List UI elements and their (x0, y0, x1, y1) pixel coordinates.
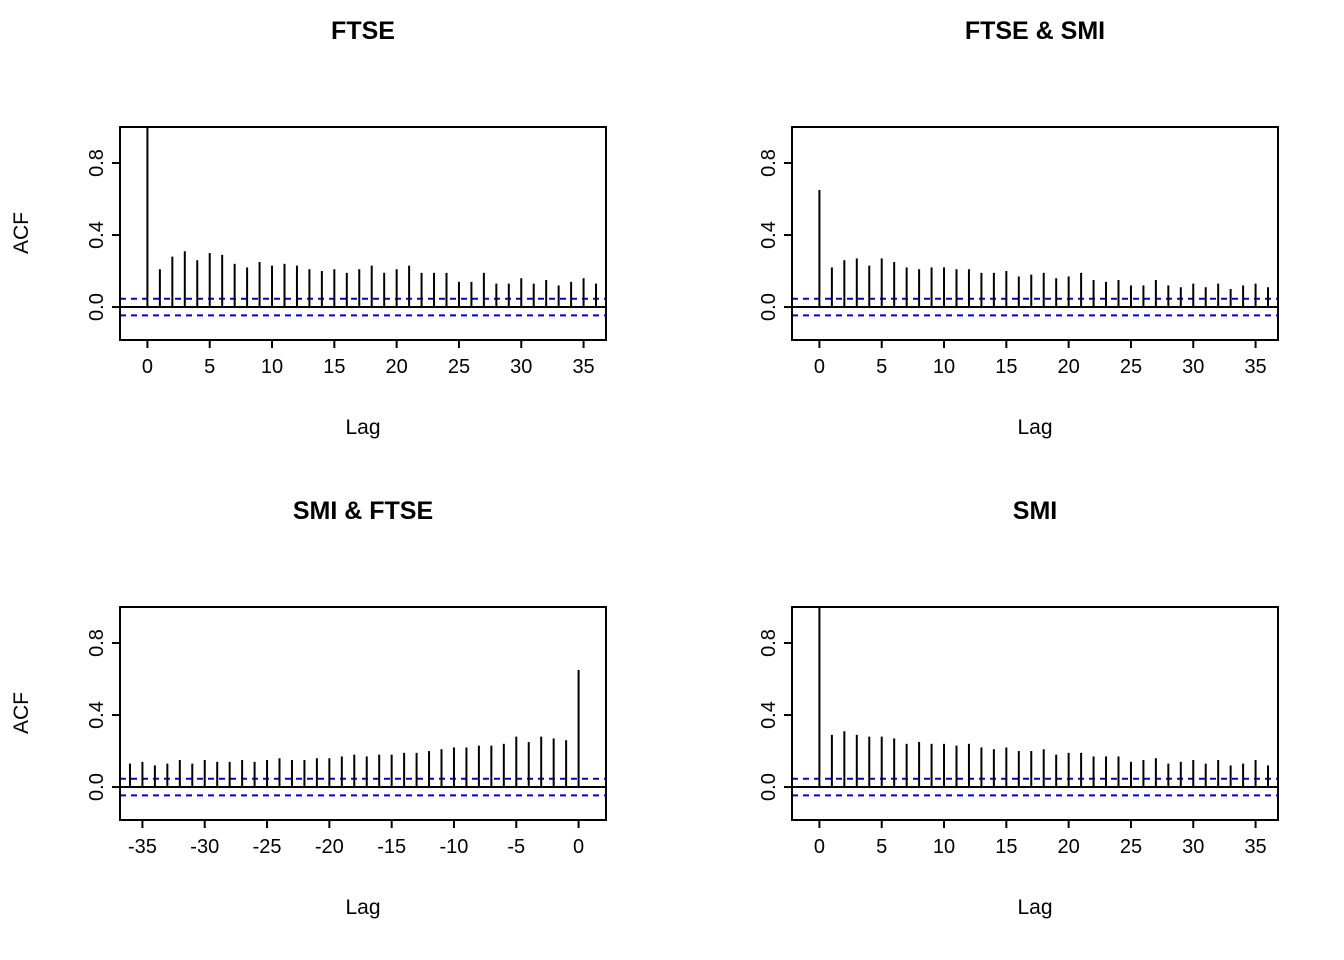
acf-panel-smi: SMI 0 5 10 15 20 25 30 35 0.0 0.4 0.8 Lag (672, 480, 1344, 960)
x-tick-label: 10 (933, 356, 955, 378)
y-axis: 0.0 0.4 0.8 (758, 629, 792, 801)
confidence-bands (120, 777, 606, 797)
x-tick-label: -5 (507, 836, 525, 858)
acf-panel-ftse: FTSE ACF 0 5 10 15 20 25 30 35 0.0 0.4 0.8 Lag (0, 0, 672, 480)
x-tick-label: 10 (933, 836, 955, 858)
x-tick-label: 0 (814, 356, 825, 378)
x-axis: 0 5 10 15 20 25 30 35 (814, 820, 1267, 858)
x-tick-label: -25 (253, 836, 282, 858)
y-tick-label: 0.8 (86, 629, 108, 657)
y-axis: 0.0 0.4 0.8 (758, 149, 792, 321)
x-tick-label: -20 (315, 836, 344, 858)
x-tick-label: 0 (142, 356, 153, 378)
panel-title: SMI & FTSE (292, 497, 434, 525)
y-tick-label: 0.4 (86, 221, 108, 249)
x-tick-label: 5 (876, 836, 887, 858)
confidence-bands (792, 297, 1278, 317)
confidence-bands (120, 297, 606, 317)
x-tick-label: 35 (1244, 836, 1266, 858)
confidence-bands (792, 777, 1278, 797)
x-axis-label: Lag (345, 896, 381, 919)
acf-bars (818, 607, 1270, 788)
x-tick-label: 20 (1058, 356, 1080, 378)
y-tick-label: 0.4 (758, 701, 780, 729)
x-axis-label: Lag (1017, 896, 1053, 919)
x-tick-label: 20 (1058, 836, 1080, 858)
x-tick-label: -35 (128, 836, 157, 858)
x-axis: -35 -30 -25 -20 -15 -10 -5 0 (128, 820, 584, 858)
x-tick-label: 35 (1244, 356, 1266, 378)
acf-plot-smi: 0 5 10 15 20 25 30 35 0.0 0.4 0.8 (758, 606, 1279, 858)
x-tick-label: 0 (814, 836, 825, 858)
y-axis: 0.0 0.4 0.8 (86, 149, 120, 321)
plot-box (119, 126, 607, 341)
y-tick-label: 0.0 (86, 293, 108, 321)
acf-plot-ftse: 0 5 10 15 20 25 30 35 0.0 0.4 0.8 (86, 126, 607, 378)
x-tick-label: 15 (995, 356, 1017, 378)
x-tick-label: 15 (323, 356, 345, 378)
panel-title: SMI (1012, 497, 1058, 525)
y-tick-label: 0.4 (758, 221, 780, 249)
x-tick-label: 30 (510, 356, 532, 378)
x-tick-label: -15 (377, 836, 406, 858)
x-tick-label: 35 (572, 356, 594, 378)
acf-plot-smi-ftse: -35 -30 -25 -20 -15 -10 -5 0 0.0 0.4 0.8 (86, 606, 607, 858)
x-tick-label: 25 (1120, 356, 1142, 378)
x-tick-label: -10 (440, 836, 469, 858)
x-axis: 0 5 10 15 20 25 30 35 (814, 340, 1267, 378)
x-tick-label: 25 (1120, 836, 1142, 858)
y-tick-label: 0.8 (758, 629, 780, 657)
y-tick-label: 0.0 (758, 773, 780, 801)
x-tick-label: 0 (573, 836, 584, 858)
x-axis-label: Lag (1017, 416, 1053, 439)
x-axis: 0 5 10 15 20 25 30 35 (142, 340, 595, 378)
acf-bars (146, 127, 598, 308)
panel-title: FTSE (331, 17, 395, 45)
x-tick-label: 15 (995, 836, 1017, 858)
plot-box (791, 606, 1279, 821)
x-axis-label: Lag (345, 416, 381, 439)
plot-box (119, 606, 607, 821)
y-tick-label: 0.8 (758, 149, 780, 177)
y-tick-label: 0.8 (86, 149, 108, 177)
acf-bars (818, 190, 1270, 308)
plot-box (791, 126, 1279, 341)
x-tick-label: 5 (204, 356, 215, 378)
panel-title: FTSE & SMI (964, 17, 1106, 45)
acf-panel-ftse-smi: FTSE & SMI 0 5 10 15 20 25 30 35 0.0 0.4 0.8 Lag (672, 0, 1344, 480)
y-axis: 0.0 0.4 0.8 (86, 629, 120, 801)
acf-bars (128, 670, 580, 788)
x-tick-label: 25 (448, 356, 470, 378)
x-tick-label: 20 (386, 356, 408, 378)
x-tick-label: 10 (261, 356, 283, 378)
y-tick-label: 0.4 (86, 701, 108, 729)
y-tick-label: 0.0 (86, 773, 108, 801)
x-tick-label: 30 (1182, 836, 1204, 858)
x-tick-label: 5 (876, 356, 887, 378)
y-tick-label: 0.0 (758, 293, 780, 321)
acf-panel-smi-ftse: SMI & FTSE ACF -35 -30 -25 -20 -15 -10 -5 0 0.0 0… (0, 480, 672, 960)
acf-plot-ftse-smi: 0 5 10 15 20 25 30 35 0.0 0.4 0.8 (758, 126, 1279, 378)
x-tick-label: -30 (190, 836, 219, 858)
x-tick-label: 30 (1182, 356, 1204, 378)
